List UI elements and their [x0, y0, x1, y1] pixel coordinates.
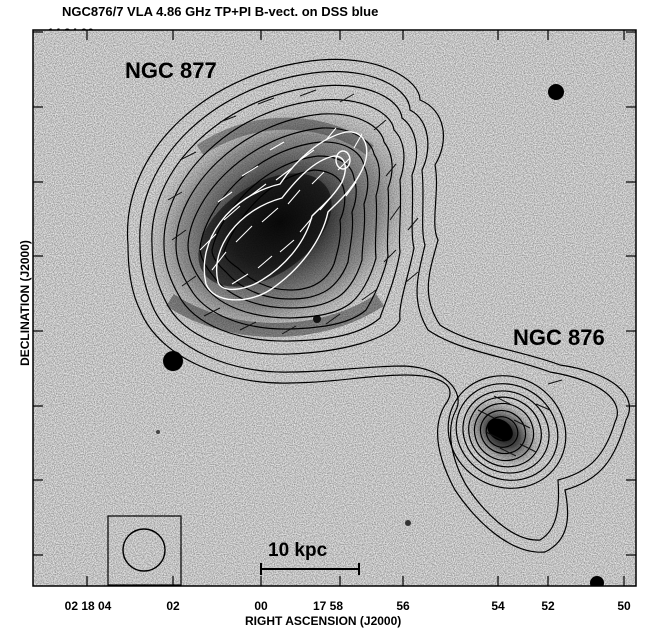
x-tick-label: 00: [254, 599, 268, 613]
x-axis-label: RIGHT ASCENSION (J2000): [245, 614, 402, 628]
star: [548, 84, 564, 100]
x-tick-label: 56: [396, 599, 410, 613]
contours-ngc876: [447, 375, 567, 489]
x-tick-label: 54: [491, 599, 505, 613]
axis-ticks: [33, 30, 636, 586]
star: [163, 351, 183, 371]
contours-ngc877-inner: [203, 131, 368, 301]
b-vectors-black: [167, 89, 563, 457]
contours-ngc877: [126, 58, 631, 553]
galaxy-label-ngc877: NGC 877: [125, 58, 217, 83]
beam-ellipse: [122, 528, 166, 572]
x-tick-label: 02 18 04: [64, 599, 112, 613]
x-tick-label: 50: [617, 599, 631, 613]
x-tick-label: 52: [541, 599, 555, 613]
x-tick-label: 17 58: [312, 599, 344, 613]
scale-bar: [260, 563, 360, 575]
galaxy-label-ngc876: NGC 876: [513, 325, 605, 350]
scale-bar-label: 10 kpc: [268, 540, 328, 561]
star: [590, 576, 604, 586]
figure-title: NGC876/7 VLA 4.86 GHz TP+PI B-vect. on D…: [62, 4, 379, 19]
b-vectors-white: [199, 127, 363, 285]
beam-box: [107, 515, 182, 586]
x-tick-label: 02: [166, 599, 180, 613]
plot-frame: [32, 29, 637, 587]
